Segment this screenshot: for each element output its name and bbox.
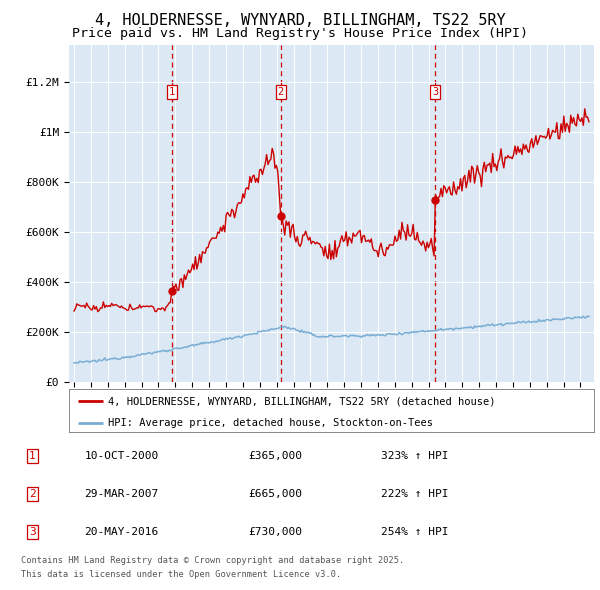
Text: 4, HOLDERNESSE, WYNYARD, BILLINGHAM, TS22 5RY: 4, HOLDERNESSE, WYNYARD, BILLINGHAM, TS2…	[95, 13, 505, 28]
Text: 222% ↑ HPI: 222% ↑ HPI	[381, 489, 448, 499]
Text: Price paid vs. HM Land Registry's House Price Index (HPI): Price paid vs. HM Land Registry's House …	[72, 27, 528, 40]
Text: 1: 1	[169, 87, 175, 97]
Text: £665,000: £665,000	[248, 489, 302, 499]
Text: 254% ↑ HPI: 254% ↑ HPI	[381, 527, 448, 537]
Text: 2: 2	[278, 87, 284, 97]
Text: Contains HM Land Registry data © Crown copyright and database right 2025.: Contains HM Land Registry data © Crown c…	[21, 556, 404, 565]
Text: 2: 2	[29, 489, 36, 499]
Text: 29-MAR-2007: 29-MAR-2007	[84, 489, 158, 499]
Text: 323% ↑ HPI: 323% ↑ HPI	[381, 451, 448, 461]
Text: 20-MAY-2016: 20-MAY-2016	[84, 527, 158, 537]
Text: £365,000: £365,000	[248, 451, 302, 461]
Text: 10-OCT-2000: 10-OCT-2000	[84, 451, 158, 461]
Text: 3: 3	[432, 87, 438, 97]
Text: £730,000: £730,000	[248, 527, 302, 537]
Text: 1: 1	[29, 451, 36, 461]
Text: 3: 3	[29, 527, 36, 537]
Text: HPI: Average price, detached house, Stockton-on-Tees: HPI: Average price, detached house, Stoc…	[109, 418, 433, 428]
Text: This data is licensed under the Open Government Licence v3.0.: This data is licensed under the Open Gov…	[21, 570, 341, 579]
Text: 4, HOLDERNESSE, WYNYARD, BILLINGHAM, TS22 5RY (detached house): 4, HOLDERNESSE, WYNYARD, BILLINGHAM, TS2…	[109, 396, 496, 407]
